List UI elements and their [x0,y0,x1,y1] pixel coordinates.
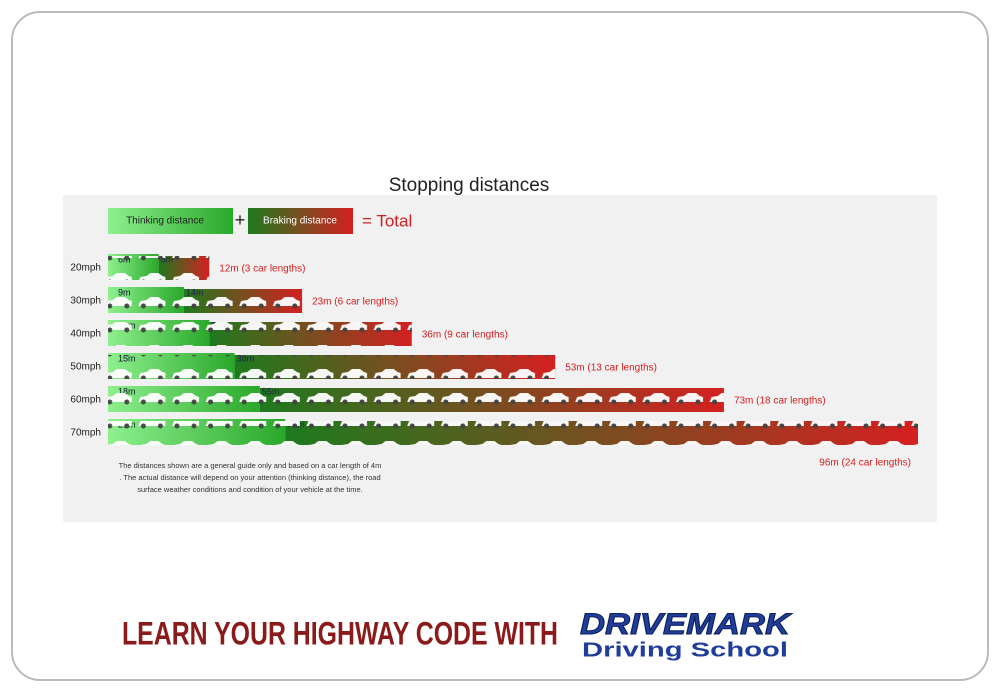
legend-entry: Thinking distance [126,216,204,227]
legend-swatch [108,208,233,234]
footnote: surface weather conditions and condition… [137,485,363,494]
row-label: 30mph [70,296,101,307]
row-label: 70mph [70,428,101,439]
total-label: 23m (6 car lengths) [312,297,398,308]
bars: 20mph6m6m12m (3 car lengths)30mph9m14m23… [70,254,918,469]
total-label: 53m (13 car lengths) [565,363,657,374]
logo-name: DRIVEMARK [580,608,793,641]
row-label: 50mph [70,362,101,373]
total-label: 96m (24 car lengths) [819,458,911,469]
legend-total: = Total [362,211,412,230]
footnote: The distances shown are a general guide … [119,461,382,470]
legend-entry: Braking distance [263,216,337,227]
legend-swatch [248,208,353,234]
car-icons [108,256,210,280]
row-label: 60mph [70,395,101,406]
legend-operator: + [235,210,246,230]
car-icons [108,388,724,412]
car-icons [108,322,412,346]
row-label: 40mph [70,329,101,340]
logo-sub: Driving School [582,639,788,661]
footnote: . The actual distance will depend on you… [119,473,380,482]
total-label: 12m (3 car lengths) [219,264,305,275]
car-icons [108,421,918,445]
row-label: 20mph [70,263,101,274]
total-label: 73m (18 car lengths) [734,396,826,407]
banner-text: LEARN YOUR HIGHWAY CODE WITH [122,615,558,651]
chart-title: Stopping distances [389,175,550,196]
car-icons [108,289,303,313]
total-label: 36m (9 car lengths) [422,330,508,341]
car-icons [108,355,556,379]
